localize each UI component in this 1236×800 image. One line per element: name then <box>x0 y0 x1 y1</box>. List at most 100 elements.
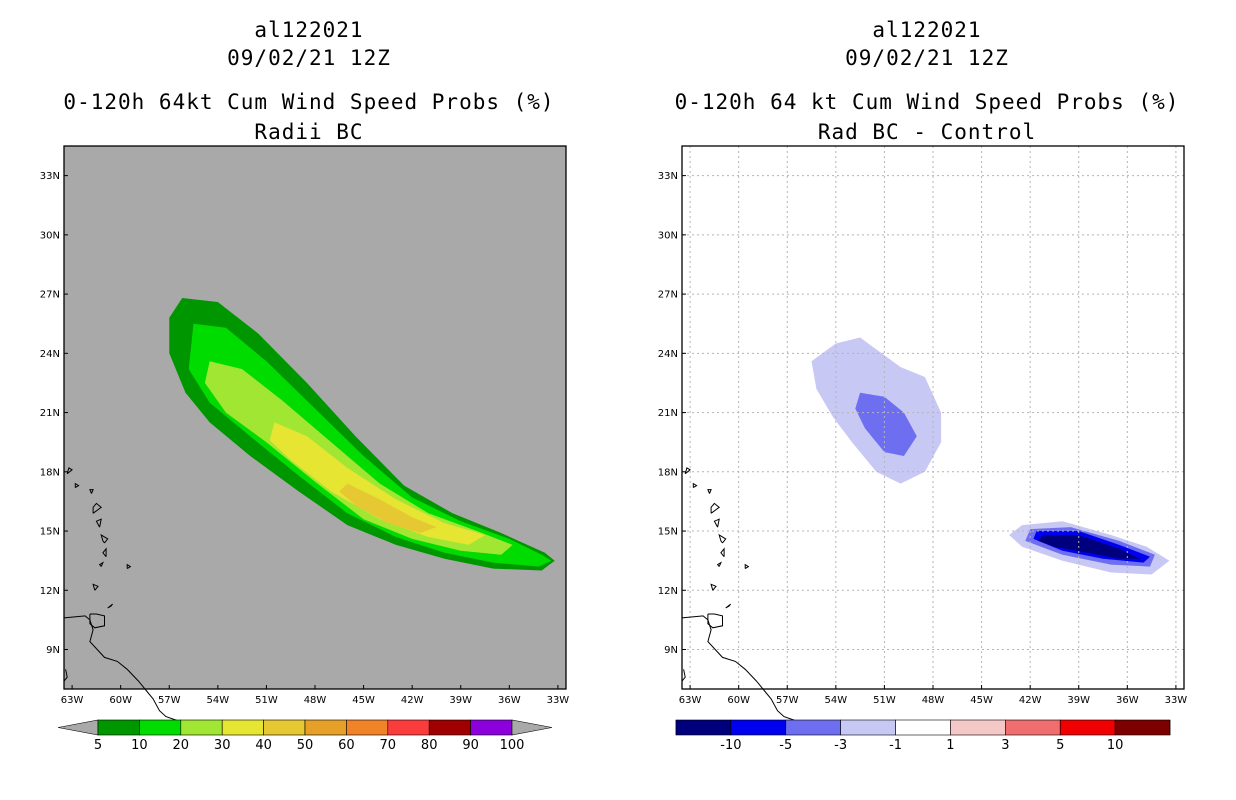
x-tick-label: 48W <box>922 695 945 706</box>
y-tick-label: 12N <box>40 586 60 597</box>
coastline <box>63 615 188 724</box>
right-chart-panel: al122021 09/02/21 12Z 0-120h 64 kt Cum W… <box>618 0 1236 800</box>
x-tick-label: 33W <box>547 695 570 706</box>
y-tick-label: 21N <box>40 408 60 419</box>
left-storm-id: al122021 <box>254 18 364 42</box>
x-tick-label: 42W <box>401 695 424 706</box>
x-tick-label: 54W <box>207 695 230 706</box>
axis-ticks: 63W 60W 57W 54W 51W 48W 45W 42W 39W 36W 33W 9N 12N 15… <box>658 171 1188 706</box>
coastline <box>126 563 132 570</box>
right-chart-subtitle: Rad BC - Control <box>817 120 1037 144</box>
colorbar-swatch <box>304 719 347 736</box>
x-tick-label: 36W <box>498 695 521 706</box>
right-chart-plot: 63W 60W 57W 54W 51W 48W 45W 42W 39W 36W 33W9N12N15… <box>658 145 1188 753</box>
coastline-layer <box>63 467 188 724</box>
colorbar-label: 5 <box>94 738 102 753</box>
colorbar-swatch <box>1059 719 1116 736</box>
x-tick-label: 60W <box>109 695 132 706</box>
contour-20-30 <box>204 361 513 555</box>
colorbar-swatch <box>1114 719 1171 736</box>
x-tick-label: 60W <box>727 695 750 706</box>
colorbar-label: -5 <box>779 738 792 753</box>
y-tick-label: 33N <box>40 171 60 182</box>
colorbar-label: 3 <box>1001 738 1009 753</box>
coastline <box>681 669 686 682</box>
y-tick-label: 18N <box>40 467 60 478</box>
coastline <box>66 467 73 475</box>
colorbar-label: 90 <box>462 738 479 753</box>
colorbar: -10 -5 -3 -1 1 3 5 10 <box>675 719 1171 753</box>
left-chart-panel: al122021 09/02/21 12Z 0-120h 64kt Cum Wi… <box>40 18 570 753</box>
x-tick-label: 54W <box>825 695 848 706</box>
x-tick-label: 51W <box>255 695 278 706</box>
contour--5-to-3 <box>855 392 917 456</box>
left-chart-title: 0-120h 64kt Cum Wind Speed Probs (%) <box>63 90 555 114</box>
x-tick-label: 63W <box>61 695 84 706</box>
x-tick-label: 36W <box>1116 695 1139 706</box>
y-tick-label: 15N <box>40 527 60 538</box>
coastline <box>98 561 104 567</box>
coastline <box>716 561 722 567</box>
x-tick-label: 63W <box>679 695 702 706</box>
x-tick-label: 45W <box>970 695 993 706</box>
gridlines <box>682 146 1184 689</box>
colorbar-label: 5 <box>1056 738 1064 753</box>
coastline <box>692 482 698 489</box>
colorbar-swatch <box>387 719 430 736</box>
x-tick-label: 33W <box>1165 695 1188 706</box>
colorbar-swatch <box>263 719 306 736</box>
y-tick-label: 12N <box>658 586 678 597</box>
coastline <box>710 502 721 514</box>
colorbar-label: 70 <box>380 738 397 753</box>
colorbar-swatch <box>470 719 513 736</box>
colorbar-right-arrow <box>511 719 553 736</box>
coastline <box>720 547 725 558</box>
y-tick-label: 30N <box>658 230 678 241</box>
x-tick-label: 39W <box>1067 695 1090 706</box>
x-tick-label: 57W <box>776 695 799 706</box>
colorbar-label: -10 <box>720 738 741 753</box>
contour-layer <box>169 298 555 571</box>
colorbar-swatch <box>785 719 841 736</box>
colorbar-swatch <box>346 719 389 736</box>
coastline <box>92 583 99 591</box>
colorbar-swatch <box>840 719 896 736</box>
right-chart-title: 0-120h 64 kt Cum Wind Speed Probs (%) <box>674 90 1180 114</box>
coastline <box>684 467 691 475</box>
colorbar-swatch <box>730 719 787 736</box>
colorbar-label: 30 <box>214 738 231 753</box>
coastline <box>74 482 80 489</box>
coastline <box>707 489 712 494</box>
colorbar-label: 10 <box>131 738 148 753</box>
colorbar: 5 10 20 30 40 50 60 70 80 90 100 <box>57 719 553 753</box>
coastline <box>63 669 68 682</box>
contour-10-20 <box>188 323 552 567</box>
colorbar-label: 10 <box>1107 738 1124 753</box>
coastline <box>725 603 731 609</box>
coastline <box>744 563 750 570</box>
coastline <box>107 603 113 609</box>
x-tick-label: 42W <box>1019 695 1042 706</box>
colorbar-label: 80 <box>421 738 438 753</box>
left-chart-subtitle: Radii BC <box>254 120 364 144</box>
contour-30-40 <box>269 422 485 545</box>
colorbar-label: 40 <box>255 738 272 753</box>
coastline <box>95 518 102 528</box>
colorbar-swatch <box>97 719 140 736</box>
coastline <box>100 533 109 544</box>
coastline <box>681 615 806 724</box>
contour--10 <box>1038 535 1141 559</box>
y-tick-label: 9N <box>46 645 60 656</box>
colorbar-label: 20 <box>173 738 190 753</box>
y-tick-label: 33N <box>658 171 678 182</box>
colorbar-label: 50 <box>297 738 314 753</box>
colorbar-swatch <box>180 719 223 736</box>
x-tick-label: 51W <box>873 695 896 706</box>
y-tick-label: 21N <box>658 408 678 419</box>
y-tick-label: 30N <box>40 230 60 241</box>
colorbar-label: -3 <box>834 738 847 753</box>
x-tick-label: 39W <box>449 695 472 706</box>
right-storm-id: al122021 <box>872 18 982 42</box>
y-tick-label: 27N <box>40 290 60 301</box>
y-tick-label: 9N <box>664 645 678 656</box>
